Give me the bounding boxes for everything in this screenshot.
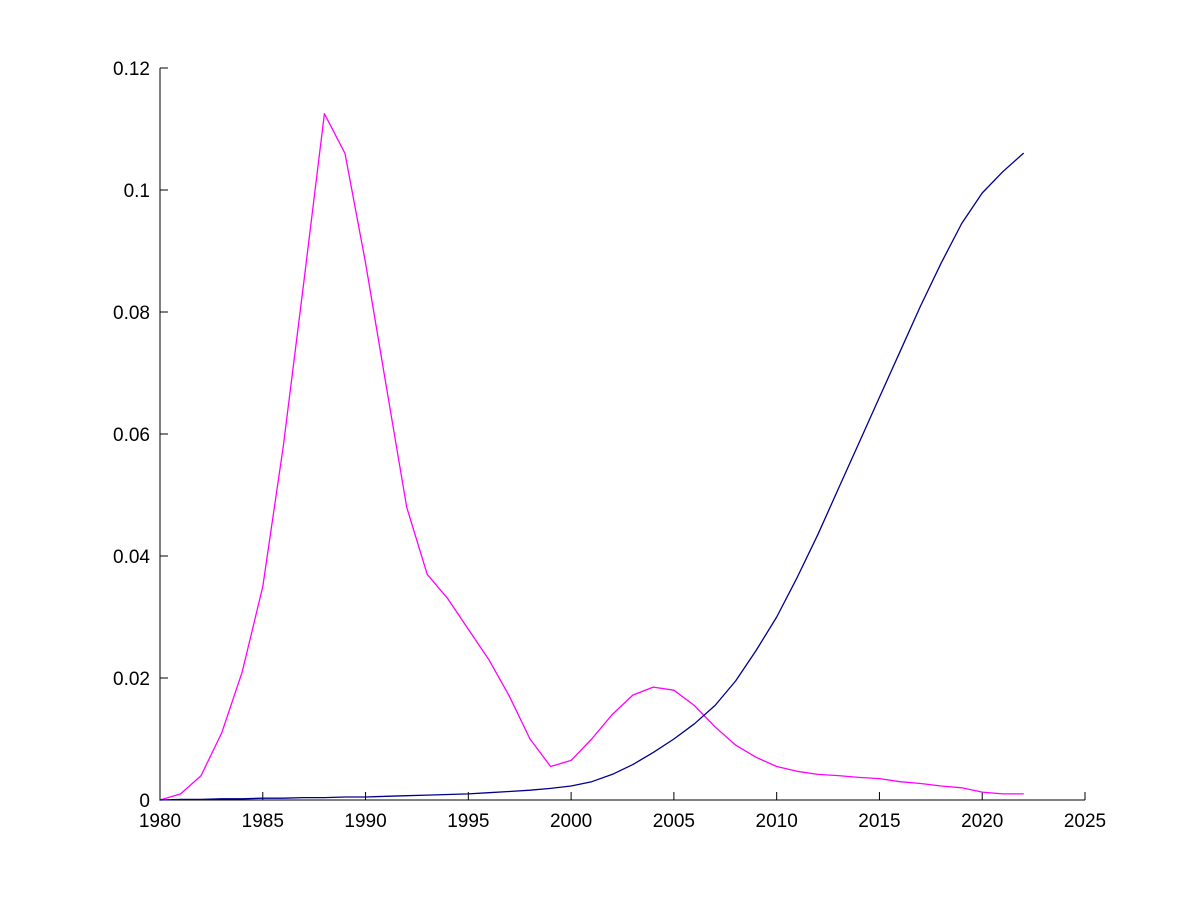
y-tick-label: 0.12 (113, 59, 150, 80)
x-tick-label: 2015 (858, 811, 900, 832)
x-tick-label: 1985 (242, 811, 284, 832)
x-tick-label: 1990 (344, 811, 386, 832)
y-tick-label: 0.04 (113, 547, 150, 568)
y-tick-label: 0.1 (124, 181, 150, 202)
y-tick-label: 0.08 (113, 303, 150, 324)
x-tick-label: 2005 (653, 811, 695, 832)
x-tick-label: 1995 (447, 811, 489, 832)
x-tick-label: 2025 (1064, 811, 1106, 832)
x-tick-label: 2020 (961, 811, 1003, 832)
magenta-series-line (159, 113, 1024, 801)
y-tick-label: 0 (139, 791, 150, 812)
blue-series-line (159, 152, 1024, 801)
x-tick-label: 1980 (139, 811, 181, 832)
y-tick-label: 0.02 (113, 669, 150, 690)
x-tick-label: 2010 (756, 811, 798, 832)
y-tick-label: 0.06 (113, 425, 150, 446)
x-tick-label: 2000 (550, 811, 592, 832)
